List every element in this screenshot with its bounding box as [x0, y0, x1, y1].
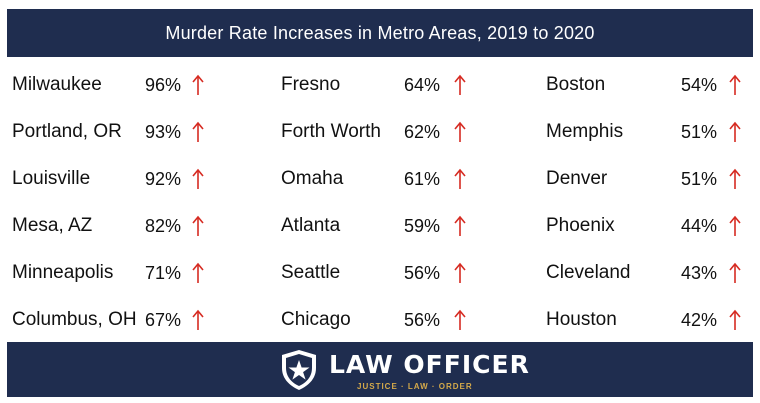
- rate-value: 42%: [681, 309, 718, 330]
- city-name: Denver: [546, 168, 608, 189]
- table-row: Omaha 61%: [0, 164, 760, 194]
- rate-table: Milwaukee 96% Portland, OR 93% Louisville 92%…: [0, 58, 760, 340]
- up-arrow-icon: [454, 74, 466, 95]
- up-arrow-icon: [729, 121, 741, 142]
- up-arrow-icon: [729, 215, 741, 236]
- up-arrow-icon: [192, 262, 204, 283]
- city-name: Seattle: [281, 262, 341, 283]
- rate-value: 93%: [145, 121, 182, 142]
- table-row: Memphis 51%: [0, 117, 760, 147]
- city-name: Fresno: [281, 74, 341, 95]
- law-officer-logo: LAW OFFICER JUSTICE · LAW · ORDER: [279, 348, 529, 392]
- table-row: Milwaukee 96%: [0, 70, 760, 100]
- chart-title: Murder Rate Increases in Metro Areas, 20…: [165, 22, 595, 43]
- city-name: Houston: [546, 309, 617, 330]
- rate-value: 96%: [145, 74, 182, 95]
- city-name: Portland, OR: [12, 121, 122, 142]
- rate-value: 62%: [404, 121, 441, 142]
- rate-value: 92%: [145, 168, 182, 189]
- table-row: Mesa, AZ 82%: [0, 211, 760, 241]
- up-arrow-icon: [729, 309, 741, 330]
- up-arrow-icon: [729, 168, 741, 189]
- up-arrow-icon: [192, 121, 204, 142]
- up-arrow-icon: [454, 121, 466, 142]
- up-arrow-icon: [729, 262, 741, 283]
- up-arrow-icon: [729, 74, 741, 95]
- rate-value: 67%: [145, 309, 182, 330]
- table-row: Columbus, OH 67%: [0, 305, 760, 335]
- table-row: Houston 42%: [0, 305, 760, 335]
- up-arrow-icon: [454, 215, 466, 236]
- city-name: Cleveland: [546, 262, 631, 283]
- rate-value: 59%: [404, 215, 441, 236]
- brand-tagline: JUSTICE · LAW · ORDER: [357, 382, 473, 391]
- rate-value: 71%: [145, 262, 182, 283]
- rate-value: 56%: [404, 262, 441, 283]
- star-shield-icon: [282, 350, 316, 390]
- rate-value: 51%: [681, 121, 718, 142]
- city-name: Louisville: [12, 168, 91, 189]
- table-row: Seattle 56%: [0, 258, 760, 288]
- table-row: Denver 51%: [0, 164, 760, 194]
- table-row: Minneapolis 71%: [0, 258, 760, 288]
- up-arrow-icon: [192, 168, 204, 189]
- city-name: Chicago: [281, 309, 351, 330]
- city-name: Columbus, OH: [12, 309, 137, 330]
- rate-value: 61%: [404, 168, 441, 189]
- table-row: Atlanta 59%: [0, 211, 760, 241]
- city-name: Mesa, AZ: [12, 215, 93, 236]
- city-name: Memphis: [546, 121, 624, 142]
- brand-name: LAW OFFICER: [329, 350, 530, 379]
- table-row: Fresno 64%: [0, 70, 760, 100]
- rate-value: 54%: [681, 74, 718, 95]
- up-arrow-icon: [192, 74, 204, 95]
- table-row: Portland, OR 93%: [0, 117, 760, 147]
- up-arrow-icon: [192, 309, 204, 330]
- up-arrow-icon: [192, 215, 204, 236]
- table-row: Forth Worth 62%: [0, 117, 760, 147]
- city-name: Forth Worth: [281, 121, 381, 142]
- rate-value: 56%: [404, 309, 441, 330]
- city-name: Omaha: [281, 168, 344, 189]
- city-name: Milwaukee: [12, 74, 102, 95]
- rate-value: 64%: [404, 74, 441, 95]
- chart-header: Murder Rate Increases in Metro Areas, 20…: [7, 9, 753, 57]
- city-name: Minneapolis: [12, 262, 114, 283]
- table-row: Phoenix 44%: [0, 211, 760, 241]
- rate-value: 44%: [681, 215, 718, 236]
- up-arrow-icon: [454, 168, 466, 189]
- table-row: Cleveland 43%: [0, 258, 760, 288]
- up-arrow-icon: [454, 262, 466, 283]
- table-row: Chicago 56%: [0, 305, 760, 335]
- city-name: Boston: [546, 74, 606, 95]
- table-row: Louisville 92%: [0, 164, 760, 194]
- up-arrow-icon: [454, 309, 466, 330]
- footer-banner: LAW OFFICER JUSTICE · LAW · ORDER: [7, 342, 753, 397]
- table-row: Boston 54%: [0, 70, 760, 100]
- rate-value: 43%: [681, 262, 718, 283]
- city-name: Phoenix: [546, 215, 615, 236]
- rate-value: 82%: [145, 215, 182, 236]
- city-name: Atlanta: [281, 215, 341, 236]
- rate-value: 51%: [681, 168, 718, 189]
